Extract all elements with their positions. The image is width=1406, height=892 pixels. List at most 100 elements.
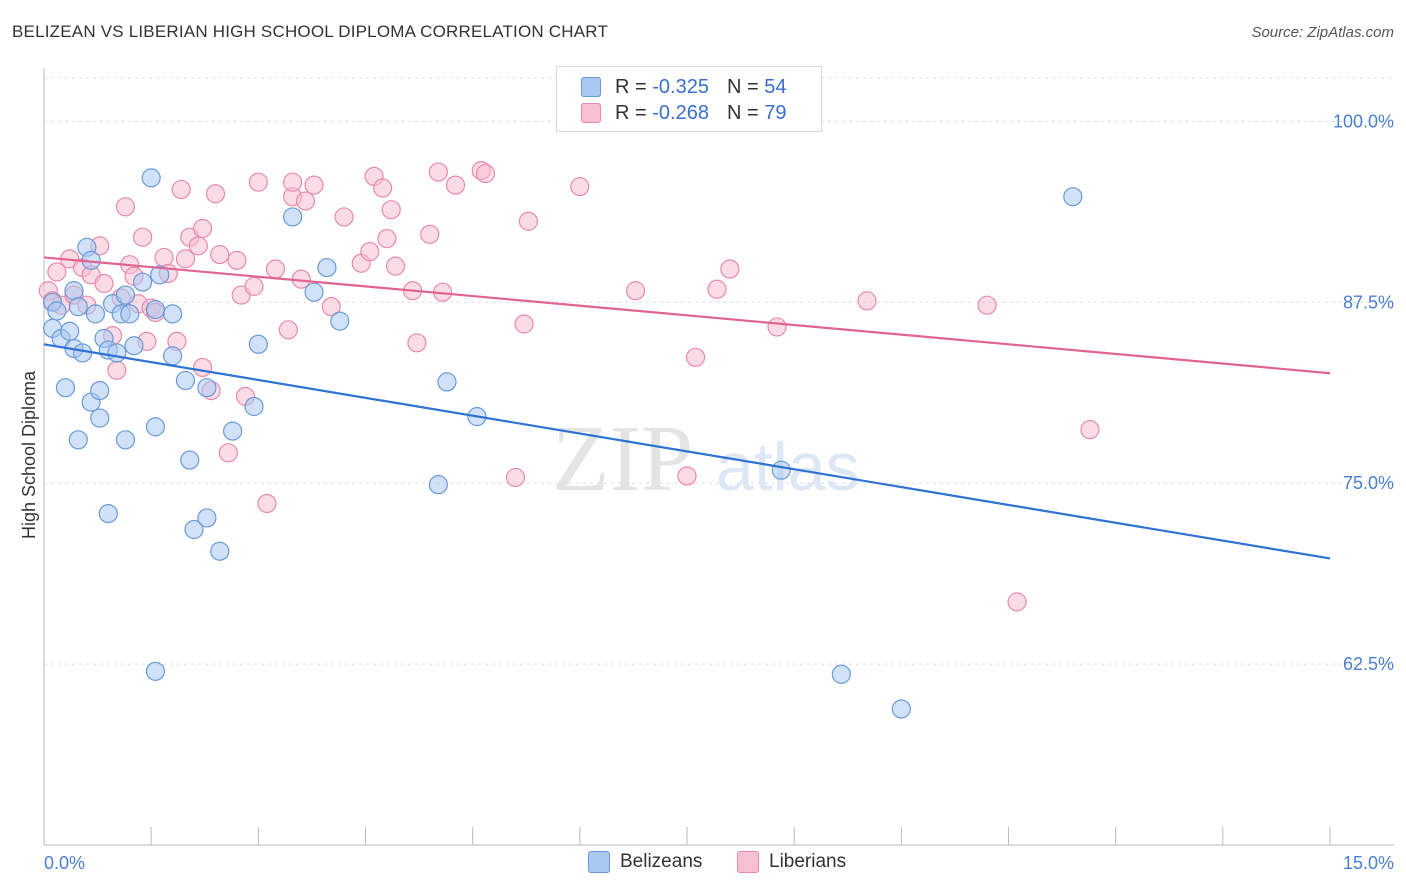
liberian-point (244, 276, 264, 296)
belizean-point (68, 297, 88, 317)
liberian-point (1007, 592, 1027, 612)
liberian-point (360, 242, 380, 262)
liberian-point (132, 227, 153, 247)
legend-row-liberians: R = -0.268 N = 79 (581, 101, 786, 125)
liberian-point (257, 493, 277, 514)
liberian-point (205, 184, 226, 204)
belizean-point (163, 346, 183, 366)
axes (43, 68, 1394, 846)
liberian-point (210, 244, 230, 265)
liberian-point (505, 467, 526, 488)
belizean-point (150, 265, 170, 285)
belizean-point (223, 421, 243, 441)
liberian-point (193, 357, 213, 378)
liberian-points (38, 161, 1100, 612)
belizean-point (163, 304, 183, 324)
y-tick-label: 62.5% (1343, 654, 1394, 674)
liberian-point (720, 259, 740, 279)
liberian-point (193, 218, 213, 239)
belizean-n-value: 54 (764, 75, 787, 98)
belizean-n-label: N = (726, 75, 759, 98)
belizean-point (317, 257, 337, 278)
belizean-point (47, 301, 67, 321)
belizean-point (437, 372, 457, 392)
trend-lines (43, 256, 1331, 560)
belizean-trend-line (43, 343, 1331, 560)
liberian-point (420, 224, 440, 244)
belizean-point (64, 281, 84, 301)
liberian-point (707, 279, 727, 299)
liberian-point (107, 360, 127, 380)
liberian-point (218, 443, 238, 463)
belizean-point (197, 378, 217, 398)
liberian-point (188, 236, 208, 256)
liberian-point (171, 179, 191, 200)
belizean-point (184, 519, 204, 540)
chart-title: BELIZEAN VS LIBERIAN HIGH SCHOOL DIPLOMA… (12, 22, 609, 41)
belizean-swatch (581, 77, 601, 97)
liberian-point (857, 291, 877, 311)
liberian-point (570, 176, 590, 197)
watermark-zip: ZIP (552, 407, 693, 511)
belizean-point (831, 664, 851, 684)
liberian-point (677, 466, 697, 486)
x-tick-max: 15.0% (1343, 853, 1394, 873)
liberians-label: Liberians (769, 851, 847, 872)
liberian-point (321, 297, 341, 317)
belizean-point (141, 168, 161, 188)
liberian-point (685, 347, 706, 367)
belizean-point (283, 207, 303, 227)
y-tick-label: 87.5% (1343, 292, 1394, 312)
liberian-point (445, 175, 466, 195)
belizean-point (124, 336, 144, 356)
gridlines (44, 77, 1394, 665)
liberian-point (278, 320, 298, 340)
y-tick-label: 75.0% (1343, 473, 1394, 493)
belizean-point (107, 343, 127, 363)
belizean-point (180, 450, 200, 470)
belizean-point (60, 321, 80, 341)
belizean-point (55, 378, 76, 398)
liberian-point (265, 259, 286, 279)
x-tick-min: 0.0% (44, 853, 85, 873)
liberian-point (115, 197, 136, 217)
belizean-point (68, 430, 88, 450)
liberian-point (334, 207, 354, 227)
watermark: ZIP atlas (552, 407, 860, 511)
belizeans-swatch (588, 851, 610, 873)
belizean-point (891, 699, 911, 719)
liberian-n-label: N = (726, 101, 759, 124)
liberian-point (475, 163, 496, 184)
legend-item-belizeans[interactable]: Belizeans (588, 851, 702, 873)
liberian-point (154, 247, 174, 268)
belizean-point (197, 508, 217, 528)
belizean-point (90, 380, 110, 401)
belizean-point (330, 311, 350, 331)
belizean-point (120, 304, 140, 324)
liberian-point (94, 273, 114, 294)
belizean-point (175, 370, 196, 391)
series-legend: Belizeans Liberians (0, 851, 1406, 877)
liberian-trend-line (43, 256, 1331, 375)
liberian-point (283, 172, 303, 192)
belizean-point (72, 343, 93, 363)
source-label: Source: ZipAtlas.com (1251, 24, 1394, 41)
legend-row-belizeans: R = -0.325 N = 54 (581, 75, 786, 99)
belizean-point (145, 417, 166, 437)
liberian-point (295, 191, 316, 211)
y-tick-labels: 62.5% 75.0% 87.5% 100.0% (1333, 111, 1394, 674)
belizean-point (248, 334, 268, 354)
belizean-point (145, 299, 166, 320)
liberian-r-label: R = (615, 101, 647, 124)
belizean-point (90, 408, 110, 428)
liberian-point (625, 281, 646, 301)
liberian-point (304, 175, 324, 195)
belizean-r-value: -0.325 (652, 75, 709, 98)
liberian-point (1080, 420, 1100, 440)
liberian-point (767, 317, 787, 337)
liberian-r-value: -0.268 (652, 101, 709, 124)
legend-item-liberians[interactable]: Liberians (737, 851, 846, 873)
correlation-legend: R = -0.325 N = 54 R = -0.268 N = 79 (556, 66, 822, 132)
liberian-point (373, 178, 393, 198)
